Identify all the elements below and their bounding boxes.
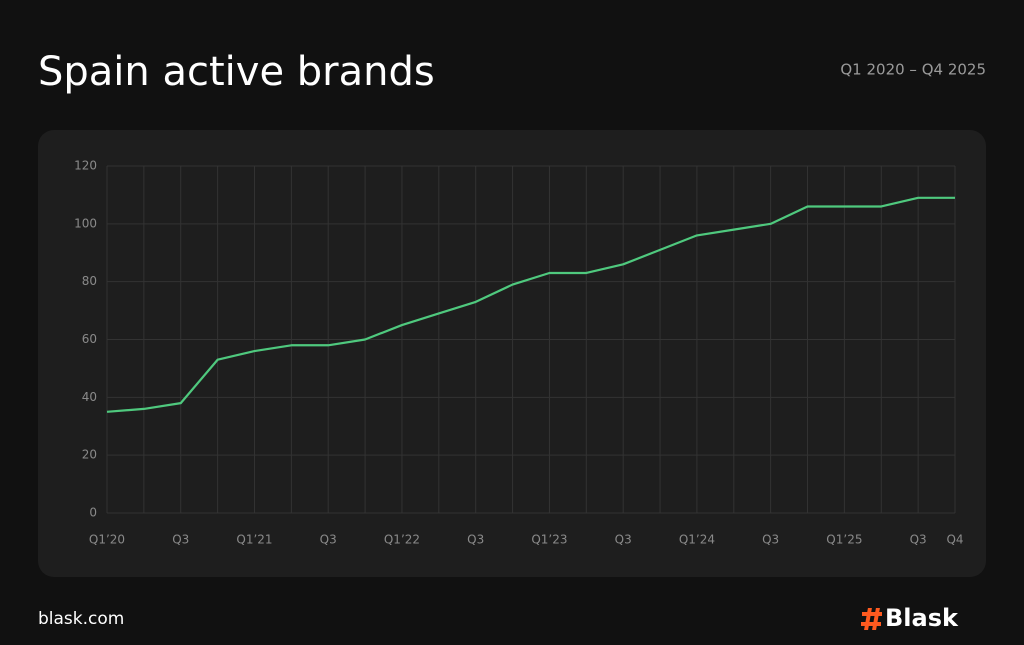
y-tick-label: 100 [74, 216, 97, 230]
y-tick-label: 120 [74, 159, 97, 173]
brand-logo-icon [861, 608, 882, 630]
x-tick-label: Q1’25 [826, 533, 862, 547]
plot-area: 0 20 40 60 80 100 120 Q1’20 Q3 Q1’21 Q3 Q1’22 Q3 Q1’2… [74, 159, 963, 547]
footer-site: blask.com [38, 609, 124, 629]
x-tick-label: Q3 [910, 533, 927, 547]
chart-subtitle: Q1 2020 – Q4 2025 [840, 61, 986, 79]
x-tick-label: Q1’22 [384, 533, 420, 547]
y-tick-label: 80 [82, 274, 97, 288]
x-tick-label: Q4 [946, 533, 963, 547]
x-tick-label: Q1’23 [531, 533, 567, 547]
x-tick-label: Q3 [172, 533, 189, 547]
line [106, 196, 955, 413]
x-tick-label: Q1’20 [89, 533, 125, 547]
x-tick-label: Q3 [615, 533, 632, 547]
y-tick-label: 0 [89, 506, 97, 520]
y-tick-label: 40 [82, 390, 97, 404]
x-tick-label: Q3 [467, 533, 484, 547]
x-tick-label: Q3 [320, 533, 337, 547]
chart-card [38, 130, 986, 577]
x-tick-label: Q3 [762, 533, 779, 547]
y-tick-label: 60 [82, 332, 97, 346]
chart-title: Spain active brands [38, 49, 435, 95]
brand-logo: Blask [885, 604, 959, 632]
x-tick-label: Q1’21 [236, 533, 272, 547]
x-tick-label: Q1’24 [679, 533, 715, 547]
y-tick-label: 20 [82, 448, 97, 462]
